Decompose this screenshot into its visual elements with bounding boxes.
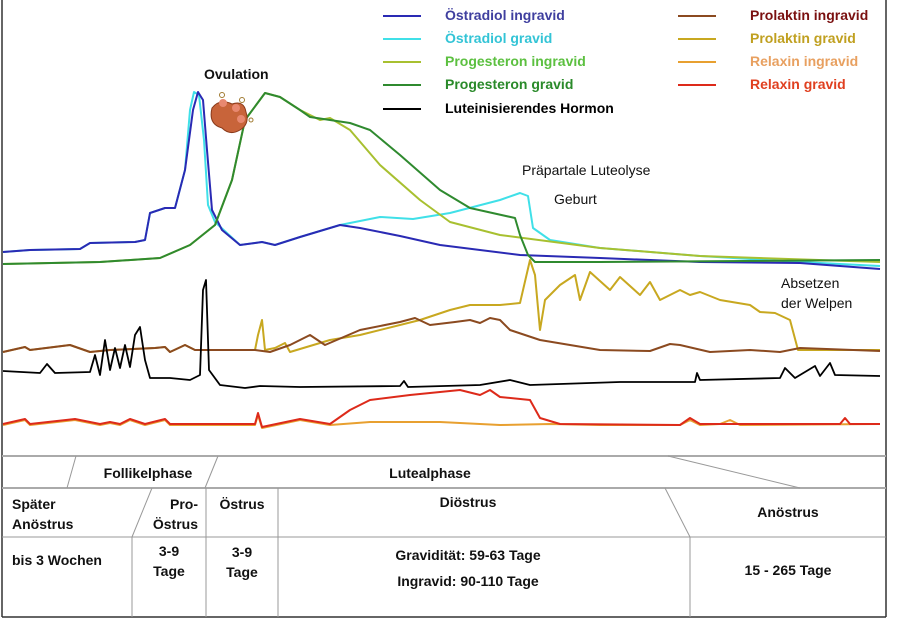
duration-line: Tage xyxy=(153,563,185,579)
birth-label: Geburt xyxy=(554,191,597,207)
stage-oestrus: Östrus xyxy=(219,496,265,512)
curve-oestradiol-ingravid xyxy=(2,91,881,270)
duration-anoestrus: 15 - 265 Tage xyxy=(744,562,832,578)
curve-prolaktin-ingravid xyxy=(2,317,881,353)
legend-item: Relaxin ingravid xyxy=(750,53,859,69)
legend-item: Progesteron ingravid xyxy=(445,53,586,69)
stage-late-anoestrus: Später Anöstrus xyxy=(12,494,73,534)
curve-progesteron-ingravid xyxy=(2,92,881,265)
phase-table-grid xyxy=(2,455,886,617)
duration-line: 3-9 xyxy=(158,543,180,559)
ovary-icon xyxy=(210,92,254,134)
stage-prooestrus: Pro- Östrus xyxy=(138,494,198,534)
legend-item: Progesteron gravid xyxy=(445,76,574,92)
curve-oestradiol-gravid xyxy=(2,91,881,267)
stage-name-line: Östrus xyxy=(152,516,198,532)
luteolysis-label: Präpartale Luteolyse xyxy=(522,162,651,178)
legend-item: Prolaktin gravid xyxy=(750,30,856,46)
weaning-label-1: Absetzen xyxy=(781,275,840,291)
duration-late-anoestrus: bis 3 Wochen xyxy=(12,552,102,568)
duration-line: 3-9 xyxy=(231,544,253,560)
duration-dioestrus: Gravidität: 59-63 Tage Ingravid: 90-110 … xyxy=(278,545,658,591)
stage-name-line: Später xyxy=(12,496,56,512)
stage-name-line: Anöstrus xyxy=(12,516,74,532)
weaning-label-2: der Welpen xyxy=(781,295,853,311)
phase-luteal: Lutealphase xyxy=(389,465,471,481)
legend-item: Relaxin gravid xyxy=(750,76,846,92)
duration-prooestrus: 3-9 Tage xyxy=(132,541,206,581)
ovulation-label: Ovulation xyxy=(204,66,269,82)
curve-relaxin-gravid xyxy=(2,389,880,428)
stage-name-line: Pro- xyxy=(170,496,198,512)
phase-follicular: Follikelphase xyxy=(103,465,193,481)
legend-item: Luteinisierendes Hormon xyxy=(445,100,614,116)
duration-line: Tage xyxy=(226,564,258,580)
duration-ingravid: Ingravid: 90-110 Tage xyxy=(397,573,539,589)
legend-item: Östradiol ingravid xyxy=(445,7,565,23)
duration-gravid: Gravidität: 59-63 Tage xyxy=(395,547,541,563)
duration-oestrus: 3-9 Tage xyxy=(206,542,278,582)
stage-anoestrus: Anöstrus xyxy=(757,504,819,520)
stage-dioestrus: Diöstrus xyxy=(439,494,497,510)
curve-progesteron-gravid xyxy=(2,92,881,265)
legend-item: Prolaktin ingravid xyxy=(750,7,869,23)
legend-item: Östradiol gravid xyxy=(445,30,553,46)
curve-lh xyxy=(2,279,881,389)
